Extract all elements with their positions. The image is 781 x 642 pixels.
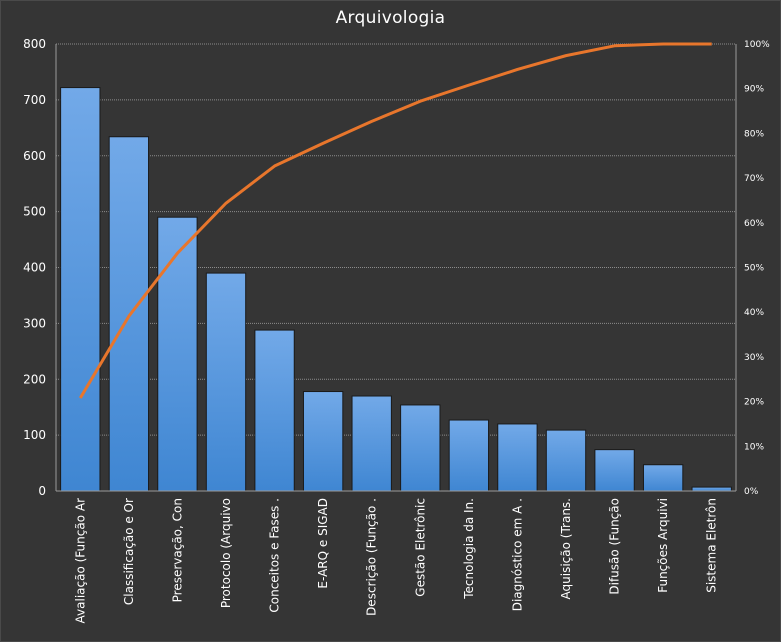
cumulative-line-path (78, 42, 712, 399)
bar (351, 395, 392, 492)
x-tick-label: Gestão Eletrônic (413, 498, 427, 597)
bar (60, 87, 101, 492)
x-tick-label: Classificação e Or (122, 498, 136, 605)
x-tick-label: Avaliação (Função Ar (73, 498, 87, 624)
y-tick-label: 800 (23, 37, 46, 51)
y2-tick-label: 70% (744, 174, 764, 184)
y2-tick-label: 10% (744, 442, 764, 452)
bar (302, 391, 344, 492)
y2-tick-label: 20% (744, 398, 764, 408)
y-tick-label: 400 (23, 261, 46, 275)
y-tick-label: 700 (23, 93, 46, 107)
y2-tick-label: 50% (744, 264, 764, 274)
cumulative-line (78, 42, 712, 399)
x-tick-label: E-ARQ e SIGAD (316, 498, 330, 589)
y2-tick-label: 90% (744, 85, 764, 95)
x-tick-label: Difusão (Função (608, 498, 622, 595)
bar (594, 449, 635, 492)
x-tick-label: Descrição (Função . (365, 498, 379, 616)
y-tick-label: 200 (23, 372, 46, 386)
y-tick-label: 600 (23, 149, 46, 163)
y-tick-label: 0 (38, 484, 46, 498)
bar (642, 464, 684, 492)
x-tick-label: Aquisição (Trans. (559, 498, 573, 599)
bar (400, 404, 441, 492)
x-tick-label: Sistema Eletrôn (705, 498, 719, 593)
bar (691, 486, 732, 492)
y-tick-label: 500 (23, 205, 46, 219)
x-tick-label: Funções Arquivi (656, 498, 670, 593)
y2-tick-label: 100% (744, 40, 770, 50)
x-tick-label: Conceitos e Fases . (268, 498, 282, 613)
bar (545, 429, 587, 492)
y-tick-label: 100 (23, 428, 46, 442)
y2-tick-label: 60% (744, 219, 764, 229)
chart-title: Arquivologia (335, 8, 446, 28)
y2-tick-label: 40% (744, 308, 764, 318)
bar (157, 216, 198, 492)
bar (205, 272, 247, 492)
y2-tick-label: 80% (744, 129, 764, 139)
x-tick-label: Protocolo (Arquivo (219, 498, 233, 608)
labels: 0 100 200 300 400 500 600 700 800 0% 10% 20% 30% 40% 5… (23, 37, 770, 623)
bar (254, 329, 295, 492)
bar (448, 419, 490, 492)
x-tick-label: Diagnóstico em A . (510, 498, 524, 611)
y2-tick-label: 0% (744, 487, 759, 497)
x-tick-label: Preservação, Con (170, 498, 184, 602)
y-tick-label: 300 (23, 316, 46, 330)
y2-tick-label: 30% (744, 353, 764, 363)
bars (60, 87, 732, 492)
x-tick-label: Tecnologia da In. (462, 498, 476, 600)
bar (497, 423, 538, 492)
axes (55, 44, 737, 492)
